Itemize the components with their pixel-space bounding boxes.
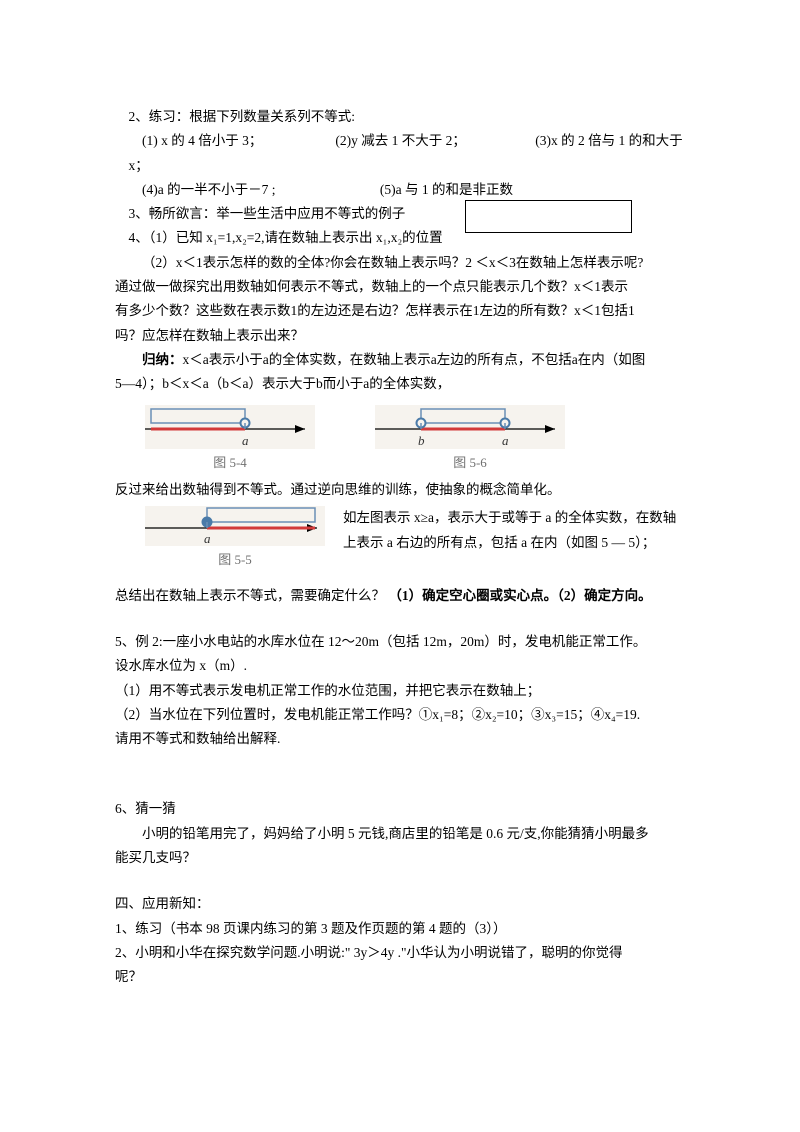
text-line: 归纳：x＜a表示小于a的全体实数，在数轴上表示a左边的所有点，不包括a在内（如图 [115,348,690,372]
label-guina: 归纳： [142,352,183,367]
text-line: x； [115,154,690,178]
item-1: (1) x 的 4 倍小于 3； [129,129,319,153]
figure-caption: 图 5-6 [375,451,565,474]
svg-text:a: a [242,433,249,448]
text-line: 2、练习：根据下列数量关系列不等式: [115,105,690,129]
spacer [115,608,690,630]
text-line: 有多少个数？这些数在表示数1的左边还是右边？怎样表示在1左边的所有数？x＜1包括… [115,299,690,323]
figure-5-6: b a 图 5-6 [375,405,565,474]
item-5: (5)a 与 1 的和是非正数 [380,182,513,197]
text-line: (4)a 的一半不小于－7 ; (5)a 与 1 的和是非正数 [115,178,690,202]
text-line: 6、猜一猜 [115,797,690,821]
figure-text: 如左图表示 x≥a，表示大于或等于 a 的全体实数，在数轴 上表示 a 右边的所… [325,502,690,555]
text: 总结出在数轴上表示不等式，需要确定什么？ [115,588,385,603]
figure-5-5: a 图 5-5 [115,502,325,575]
text-line: 总结出在数轴上表示不等式，需要确定什么？ （1）确定空心圈或实心点。（2）确定方… [115,584,690,608]
text-line: 2、小明和小华在探究数学问题.小明说:" 3y＞4y ."小华认为小明说错了，聪… [115,941,690,965]
svg-text:b: b [418,433,425,448]
figure-row-2: a 图 5-5 如左图表示 x≥a，表示大于或等于 a 的全体实数，在数轴 上表… [115,502,690,575]
numberline-diagram: a [145,405,315,449]
empty-box [465,200,632,233]
text-line: 1、练习（书本 98 页课内练习的第 3 题及作页题的第 4 题的（3）） [115,917,690,941]
text-line: 吗？应怎样在数轴上表示出来？ [115,324,690,348]
figure-caption: 图 5-4 [145,451,315,474]
numberline-diagram: b a [375,405,565,449]
text-line: （2）当水位在下列位置时，发电机能正常工作吗？①x₁=8；②x₂=10；③x₃=… [115,703,690,727]
text-line: 呢？ [115,965,690,989]
text-line: （2）x＜1表示怎样的数的全体?你会在数轴上表示吗？2 ＜x＜3在数轴上怎样表示… [115,251,690,275]
spacer [115,751,690,797]
text-line: (1) x 的 4 倍小于 3； (2)y 减去 1 不大于 2； (3)x 的… [115,129,690,153]
text-line: 如左图表示 x≥a，表示大于或等于 a 的全体实数，在数轴 [343,506,690,530]
item-2: (2)y 减去 1 不大于 2； [322,129,532,153]
text-line: 上表示 a 右边的所有点，包括 a 在内（如图 5 — 5）； [343,531,690,555]
svg-text:a: a [502,433,509,448]
text-line: 5、例 2:一座小水电站的水库水位在 12～20m（包括 12m，20m）时，发… [115,630,690,654]
spacer [115,870,690,892]
figure-5-4: a 图 5-4 [145,405,315,474]
spacer [115,576,690,584]
text-line: 请用不等式和数轴给出解释. [115,727,690,751]
document-page: 2、练习：根据下列数量关系列不等式: (1) x 的 4 倍小于 3； (2)y… [0,0,800,1070]
text-line: （1）用不等式表示发电机正常工作的水位范围，并把它表示在数轴上； [115,679,690,703]
item-4: (4)a 的一半不小于－7 ; [129,178,377,202]
text-line: 5—4）；b＜x＜a（b＜a）表示大于b而小于a的全体实数， [115,372,690,396]
text-line: 通过做一做探究出用数轴如何表示不等式，数轴上的一个点只能表示几个数？x＜1表示 [115,275,690,299]
text: x＜a表示小于a的全体实数，在数轴上表示a左边的所有点，不包括a在内（如图 [183,352,646,367]
text-bold: （1）确定空心圈或实心点。（2）确定方向。 [388,588,651,603]
text-line: 能买几支吗？ [115,846,690,870]
svg-text:a: a [204,531,211,546]
figure-caption: 图 5-5 [145,548,325,571]
box-container: 3、畅所欲言：举一些生活中应用不等式的例子 4、（1）已知 x₁=1,x₂=2,… [115,202,690,251]
text-line: 四、应用新知： [115,892,690,916]
item-3: (3)x 的 2 倍与 1 的和大于 [535,133,682,148]
text-line: 小明的铅笔用完了，妈妈给了小明 5 元钱,商店里的铅笔是 0.6 元/支,你能猜… [115,822,690,846]
text-line: 设水库水位为 x（m）. [115,654,690,678]
text-line: 反过来给出数轴得到不等式。通过逆向思维的训练，使抽象的概念简单化。 [115,478,690,502]
numberline-diagram: a [145,506,325,546]
figure-row: a 图 5-4 b a 图 5-6 [115,397,690,478]
